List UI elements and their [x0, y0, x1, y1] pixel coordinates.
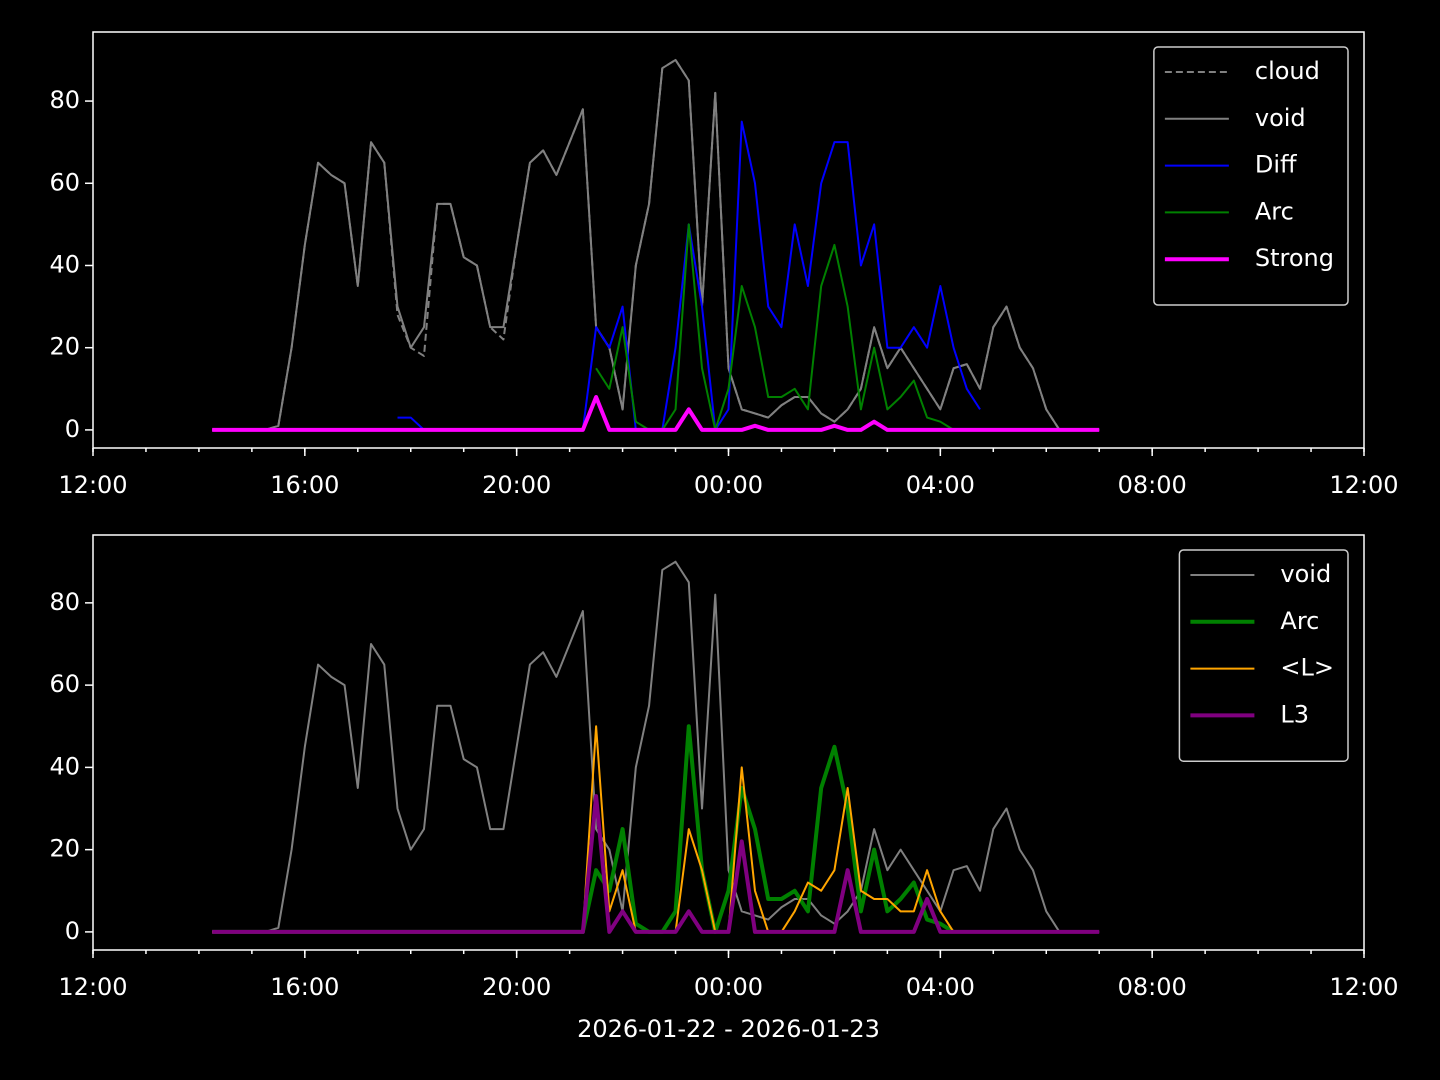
- y-tick-label: 60: [49, 670, 80, 698]
- x-tick-label: 08:00: [1118, 471, 1187, 499]
- x-tick-label: 12:00: [58, 471, 127, 499]
- legend-label: void: [1280, 560, 1331, 588]
- legend-label: Diff: [1255, 151, 1297, 179]
- legend-label: <L>: [1280, 654, 1334, 682]
- legend-label: L3: [1280, 700, 1309, 728]
- legend-box: [1153, 46, 1349, 306]
- legend-label: Arc: [1255, 197, 1294, 225]
- x-tick-label: 12:00: [1329, 973, 1398, 1001]
- y-tick-label: 0: [65, 917, 80, 945]
- legend: cloud void Diff Arc Strong: [1153, 46, 1349, 306]
- y-tick-label: 60: [49, 168, 80, 196]
- x-tick-label: 08:00: [1118, 973, 1187, 1001]
- y-tick-label: 20: [49, 835, 80, 863]
- legend: void Arc <L> L3: [1178, 549, 1349, 762]
- x-tick-label: 12:00: [58, 973, 127, 1001]
- x-tick-label: 00:00: [694, 973, 763, 1001]
- legend-label: void: [1255, 104, 1306, 132]
- y-tick-label: 80: [49, 588, 80, 616]
- x-tick-label: 04:00: [906, 973, 975, 1001]
- line-series: [212, 395, 1100, 432]
- legend-label: cloud: [1255, 57, 1320, 85]
- y-tick-label: 80: [49, 86, 80, 114]
- axes-frame: [92, 31, 1365, 449]
- y-tick-label: 0: [65, 415, 80, 443]
- x-tick-label: 20:00: [482, 973, 551, 1001]
- line-series: [212, 58, 1100, 431]
- x-axis-label: 2026-01-22 - 2026-01-23: [577, 1015, 880, 1043]
- x-tick-label: 20:00: [482, 471, 551, 499]
- y-tick-label: 40: [49, 752, 80, 780]
- x-tick-label: 12:00: [1329, 471, 1398, 499]
- y-tick-label: 20: [49, 333, 80, 361]
- x-tick-label: 16:00: [270, 973, 339, 1001]
- legend-label: Arc: [1280, 607, 1319, 635]
- axes-frame: [92, 534, 1365, 951]
- x-tick-label: 16:00: [270, 471, 339, 499]
- x-tick-label: 00:00: [694, 471, 763, 499]
- line-series: [212, 560, 1100, 933]
- line-series: [212, 794, 1100, 934]
- legend-label: Strong: [1255, 244, 1334, 272]
- y-tick-label: 40: [49, 250, 80, 278]
- x-tick-label: 04:00: [906, 471, 975, 499]
- legend-box: [1178, 549, 1349, 762]
